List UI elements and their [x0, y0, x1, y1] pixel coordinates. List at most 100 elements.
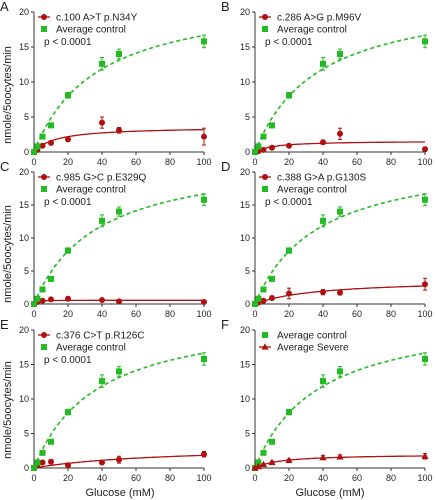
data-point [116, 368, 122, 375]
data-point [34, 295, 41, 302]
y-tick-label: 0 [245, 147, 250, 157]
y-tick-label: 15 [240, 42, 250, 52]
data-point [99, 60, 105, 67]
x-axis-label-right: Glucose (mM) [295, 487, 364, 499]
y-tick-label: 15 [19, 42, 29, 52]
y-tick-label: 5 [245, 266, 250, 276]
data-point [48, 139, 54, 146]
x-tick-label: 0 [252, 309, 257, 319]
data-point [116, 298, 122, 305]
series-control [31, 193, 207, 307]
y-tick-label: 15 [19, 360, 29, 370]
y-tick-label: 20 [19, 7, 29, 17]
panel-letter: D [221, 159, 230, 174]
data-point [255, 143, 262, 150]
x-tick-label: 100 [417, 473, 432, 483]
data-point [260, 449, 267, 456]
series-control [31, 34, 207, 155]
data-point [201, 133, 207, 140]
y-tick-label: 15 [240, 360, 250, 370]
data-point [286, 247, 292, 254]
data-point [269, 122, 275, 129]
data-point [39, 133, 46, 140]
x-tick-label: 60 [131, 309, 141, 319]
series-control [252, 193, 428, 307]
data-point [286, 142, 292, 149]
y-tick-label: 10 [240, 77, 250, 87]
y-tick-label: 10 [240, 394, 250, 404]
legend-label: c.100 A>T p.N34Y [56, 13, 138, 24]
series-mutant [252, 127, 428, 155]
series-mutant [251, 452, 429, 471]
x-tick-label: 20 [284, 309, 294, 319]
y-tick-label: 5 [245, 112, 250, 122]
x-tick-label: 60 [352, 309, 362, 319]
data-point [269, 438, 275, 445]
legend-marker [262, 14, 268, 20]
y-tick-label: 5 [24, 266, 29, 276]
data-point [260, 286, 267, 293]
data-point [116, 51, 122, 57]
legend-marker [262, 186, 268, 192]
data-point [116, 208, 122, 215]
p-value-annotation: p < 0.0001 [265, 37, 313, 48]
panel-letter: E [0, 317, 9, 332]
data-point [65, 295, 71, 302]
data-point [65, 409, 71, 416]
data-point [260, 297, 267, 304]
legend-marker [41, 344, 47, 350]
y-tick-label: 5 [245, 429, 250, 439]
p-value-annotation: p < 0.0001 [44, 355, 92, 366]
data-point [320, 60, 326, 67]
legend-marker [262, 26, 268, 32]
data-point [286, 409, 292, 416]
legend-label: Average control [56, 185, 126, 196]
series-control [252, 352, 428, 471]
x-tick-label: 0 [252, 157, 257, 167]
data-point [255, 295, 262, 302]
data-point [34, 459, 41, 466]
x-tick-label: 60 [131, 157, 141, 167]
data-point [39, 142, 46, 149]
legend-marker [261, 343, 269, 350]
y-tick-label: 10 [240, 233, 250, 243]
data-point [285, 456, 293, 464]
x-tick-label: 20 [63, 473, 73, 483]
data-point [99, 119, 105, 126]
data-point [336, 453, 344, 460]
p-value-annotation: p < 0.0001 [44, 197, 92, 208]
panel-e: E 0 20 40 60 80 100 0 5 10 15 20 c.376 C>T p.R126CAv… [0, 317, 212, 483]
y-axis-label-top: nmole/5oocytes/min [2, 46, 14, 144]
legend-label: Average control [277, 331, 347, 342]
legend-marker [41, 186, 47, 192]
x-tick-label: 0 [31, 157, 36, 167]
fit-curve [33, 352, 205, 469]
data-point [65, 462, 71, 469]
data-point [337, 289, 343, 296]
x-axis-label-left: Glucose (mM) [85, 487, 154, 499]
series-control [252, 34, 428, 155]
x-tick-label: 80 [165, 157, 175, 167]
legend-label: c.376 C>T p.R126C [56, 331, 144, 342]
x-tick-label: 40 [97, 157, 107, 167]
data-point [48, 122, 54, 129]
data-point [201, 196, 207, 203]
data-point [39, 297, 46, 304]
data-point [99, 297, 105, 304]
x-tick-label: 80 [386, 157, 396, 167]
data-point [254, 462, 262, 470]
data-point [252, 301, 258, 307]
x-tick-label: 100 [196, 157, 211, 167]
data-point [65, 247, 71, 254]
data-point [320, 378, 326, 385]
data-point [269, 295, 275, 302]
x-tick-label: 60 [352, 157, 362, 167]
y-tick-label: 10 [19, 394, 29, 404]
y-tick-label: 20 [240, 7, 250, 17]
fit-curve [33, 193, 205, 305]
